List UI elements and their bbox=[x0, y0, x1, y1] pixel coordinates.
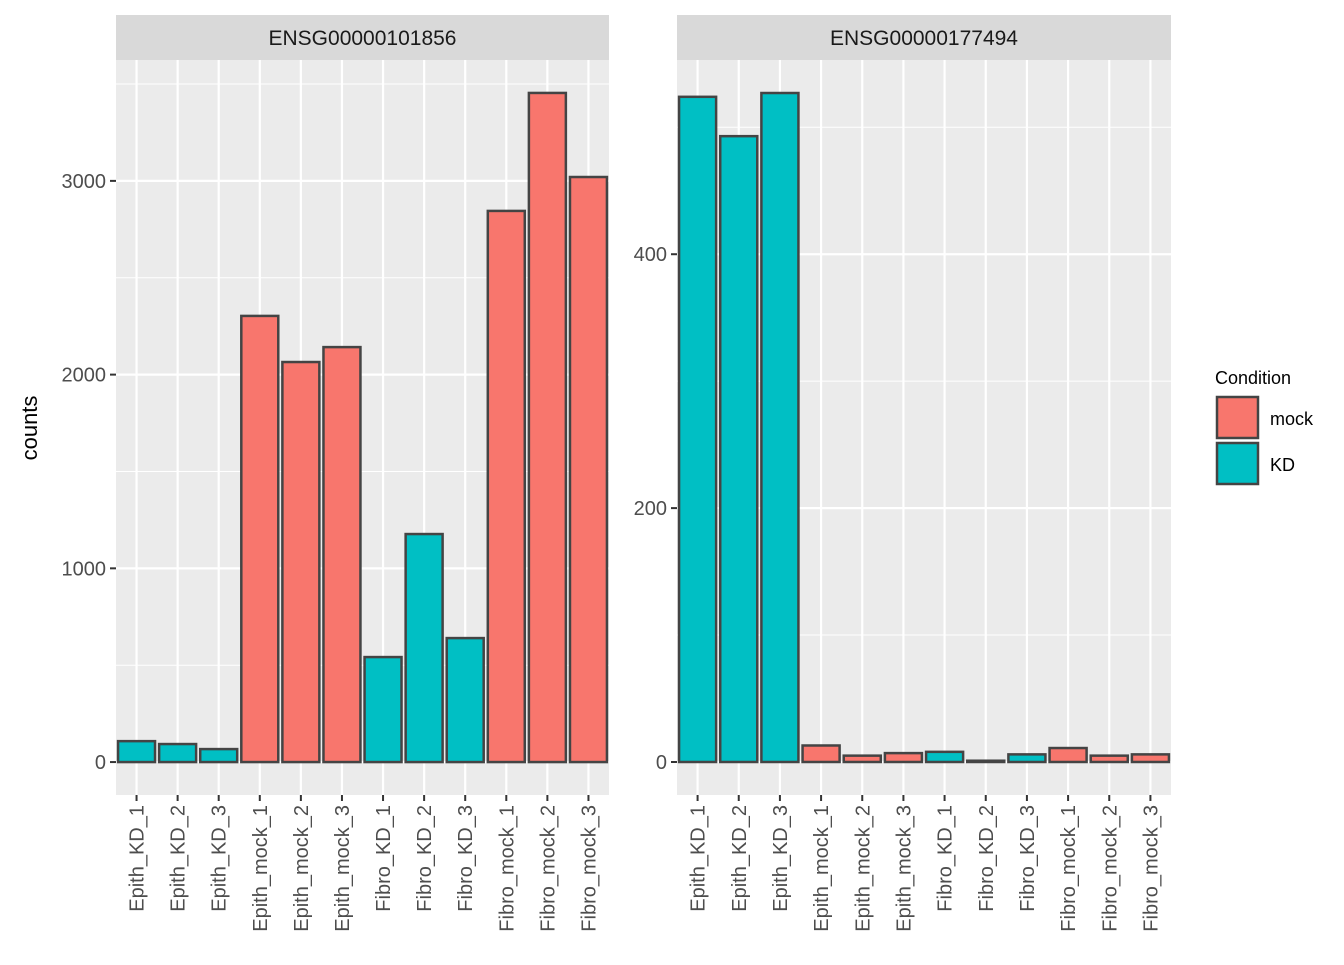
bar-Fibro_KD_2 bbox=[404, 532, 444, 764]
legend-key-mock bbox=[1215, 395, 1260, 440]
bar-Epith_mock_2 bbox=[842, 754, 883, 764]
bar-Fibro_mock_3 bbox=[568, 175, 609, 764]
bar-Epith_KD_1 bbox=[116, 739, 157, 764]
x-tick-label: Epith_KD_1 bbox=[127, 805, 149, 912]
bar-Epith_KD_2 bbox=[718, 134, 759, 764]
x-tick-label: Fibro_KD_3 bbox=[455, 805, 477, 912]
facet-title: ENSG00000177494 bbox=[830, 27, 1018, 50]
x-tick-label: Fibro_mock_3 bbox=[578, 805, 600, 932]
x-tick-label: Fibro_KD_3 bbox=[1017, 805, 1039, 912]
x-tick-label: Fibro_KD_1 bbox=[935, 805, 957, 912]
x-tick-label: Fibro_mock_2 bbox=[537, 805, 559, 932]
bar-Epith_KD_1 bbox=[677, 95, 718, 764]
x-tick-label: Epith_KD_2 bbox=[168, 805, 190, 912]
bar-Epith_mock_1 bbox=[801, 744, 841, 764]
x-tick-label: Fibro_mock_1 bbox=[496, 805, 518, 932]
bar-Epith_KD_3 bbox=[760, 91, 800, 764]
x-tick-label: Fibro_KD_1 bbox=[373, 805, 395, 912]
bar-Fibro_KD_1 bbox=[924, 750, 965, 764]
y-tick-label: 200 bbox=[634, 498, 667, 520]
bar-Epith_mock_3 bbox=[883, 751, 924, 764]
panel-2: ENSG00000177494 0 200 400 Epith_KD_1 Epith_KD… bbox=[634, 15, 1171, 932]
bar-Epith_mock_2 bbox=[281, 360, 321, 764]
bar-Fibro_mock_3 bbox=[1130, 753, 1171, 764]
y-axis-label: counts bbox=[17, 396, 42, 461]
x-tick-label: Epith_mock_2 bbox=[291, 805, 313, 932]
x-tick-label: Fibro_KD_2 bbox=[976, 805, 998, 912]
legend-key-kd bbox=[1215, 441, 1260, 486]
facet-strip bbox=[116, 15, 609, 60]
plot-panel bbox=[677, 60, 1171, 795]
bar-Fibro_mock_2 bbox=[1089, 754, 1130, 764]
legend-label-mock: mock bbox=[1270, 409, 1314, 429]
panel-1: ENSG00000101856 0 1000 2000 3000 Epith_KD_1 Ep… bbox=[62, 15, 609, 932]
facet-strip bbox=[677, 15, 1171, 60]
x-tick-label: Epith_KD_1 bbox=[688, 805, 710, 912]
bar-Fibro_mock_1 bbox=[486, 209, 527, 764]
x-tick-label: Epith_mock_2 bbox=[852, 805, 874, 932]
x-tick-label: Fibro_mock_3 bbox=[1140, 805, 1162, 932]
y-tick-label: 3000 bbox=[62, 171, 107, 193]
x-tick-label: Epith_mock_3 bbox=[332, 805, 354, 932]
legend-label-kd: KD bbox=[1270, 455, 1295, 475]
legend: Condition mock KD bbox=[1215, 368, 1314, 486]
y-tick-label: 400 bbox=[634, 244, 667, 266]
x-tick-label: Epith_KD_2 bbox=[729, 805, 751, 912]
y-tick-label: 1000 bbox=[62, 558, 107, 580]
x-tick-label: Fibro_mock_2 bbox=[1099, 805, 1121, 932]
bar-Fibro_mock_2 bbox=[527, 91, 568, 764]
facet-title: ENSG00000101856 bbox=[269, 27, 457, 50]
x-tick-label: Epith_mock_1 bbox=[811, 805, 833, 932]
bar-Epith_KD_2 bbox=[157, 742, 198, 764]
legend-title: Condition bbox=[1215, 368, 1291, 388]
y-tick-label: 2000 bbox=[62, 365, 107, 387]
x-tick-label: Epith_KD_3 bbox=[770, 805, 792, 912]
bar-Fibro_KD_2 bbox=[965, 759, 1006, 764]
bar-Epith_mock_3 bbox=[322, 345, 362, 764]
x-tick-label: Epith_KD_3 bbox=[209, 805, 231, 912]
bar-Fibro_KD_3 bbox=[445, 636, 485, 764]
plot-panel bbox=[116, 60, 609, 795]
y-tick-label: 0 bbox=[656, 752, 667, 774]
bar-Fibro_KD_1 bbox=[363, 655, 403, 764]
x-tick-label: Fibro_KD_2 bbox=[414, 805, 436, 912]
bar-Epith_KD_3 bbox=[198, 747, 239, 764]
bar-Epith_mock_1 bbox=[240, 314, 280, 764]
x-tick-label: Epith_mock_3 bbox=[893, 805, 915, 932]
y-tick-label: 0 bbox=[95, 752, 106, 774]
bar-Fibro_mock_1 bbox=[1048, 746, 1088, 764]
x-tick-label: Fibro_mock_1 bbox=[1058, 805, 1080, 932]
x-tick-label: Epith_mock_1 bbox=[250, 805, 272, 932]
bar-Fibro_KD_3 bbox=[1007, 753, 1047, 764]
